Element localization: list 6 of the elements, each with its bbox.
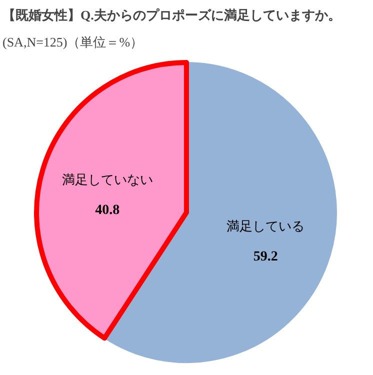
chart-subtitle: (SA,N=125)（単位＝%） [2,34,144,50]
slice-label: 満足していない [62,172,153,187]
data-label: 40.8 [95,203,120,218]
slice-label: 満足している [226,218,305,234]
chart-title: 【既婚女性】Q.夫からのプロポーズに満足していますか。 [2,8,341,22]
data-label: 59.2 [253,250,278,265]
